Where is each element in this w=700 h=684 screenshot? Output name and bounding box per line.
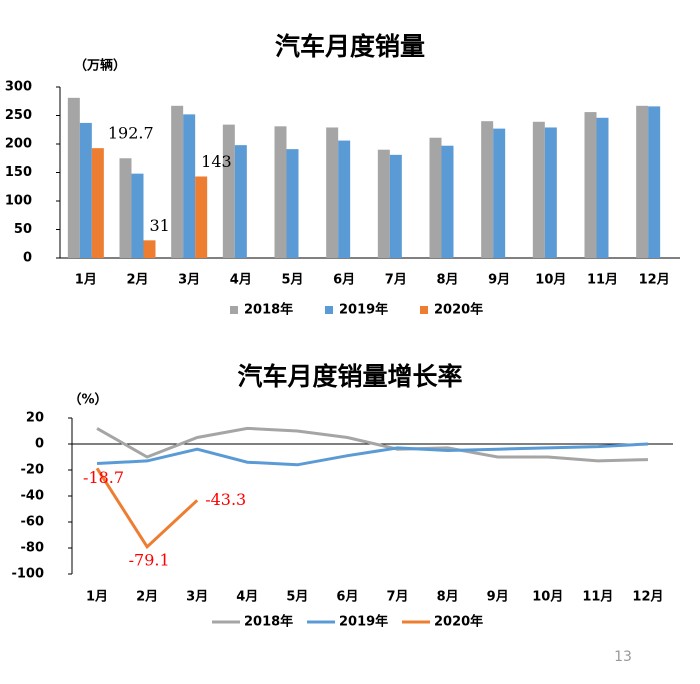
x-tick-label: 5月	[281, 273, 303, 288]
x-tick-label: 2月	[136, 590, 158, 605]
x-tick-label: 8月	[436, 273, 458, 288]
x-tick-label: 9月	[488, 273, 510, 288]
bar	[532, 121, 545, 259]
bar	[119, 158, 132, 258]
y-tick-label: 200	[5, 137, 32, 152]
bar	[441, 145, 454, 258]
y-tick-label: 0	[23, 251, 32, 266]
x-tick-label: 4月	[236, 590, 258, 605]
x-tick-label: 11月	[582, 590, 613, 605]
bar	[389, 154, 402, 258]
bar	[493, 128, 506, 258]
x-tick-label: 12月	[639, 273, 670, 288]
bar	[195, 176, 208, 258]
legend-swatch	[325, 306, 333, 314]
x-tick-label: 7月	[385, 273, 407, 288]
x-tick-label: 7月	[387, 590, 409, 605]
page-number: 13	[614, 649, 632, 665]
y-tick-label: -60	[21, 515, 45, 530]
bar	[67, 97, 80, 258]
bar	[222, 124, 235, 259]
legend-label: 2020年	[434, 302, 483, 318]
y-tick-label: -100	[11, 567, 44, 582]
bar	[143, 240, 156, 258]
bar	[596, 117, 609, 258]
y-tick-label: -80	[21, 541, 45, 556]
x-tick-label: 3月	[186, 590, 208, 605]
data-label: -18.7	[83, 468, 124, 487]
bar	[79, 122, 92, 258]
x-tick-label: 12月	[632, 590, 663, 605]
line	[96, 426, 648, 463]
data-label: 192.7	[108, 124, 154, 143]
legend-label: 2019年	[339, 614, 388, 630]
y-tick-label: 150	[5, 165, 32, 180]
bar	[326, 127, 339, 258]
data-label: -43.3	[205, 490, 246, 509]
x-tick-label: 1月	[86, 590, 108, 605]
data-label: 143	[201, 152, 232, 171]
bar	[377, 149, 390, 258]
bar	[286, 149, 299, 258]
x-tick-label: 6月	[336, 590, 358, 605]
y-tick-label: -20	[21, 463, 45, 478]
legend-label: 2018年	[244, 614, 293, 630]
x-tick-label: 5月	[286, 590, 308, 605]
y-tick-label: 50	[14, 222, 32, 237]
bar	[171, 105, 184, 258]
chart-title: 汽车月度销量	[275, 32, 425, 61]
x-tick-label: 9月	[487, 590, 509, 605]
legend-label: 2019年	[339, 302, 388, 318]
x-tick-label: 8月	[437, 590, 459, 605]
x-tick-label: 1月	[75, 273, 97, 288]
x-tick-label: 4月	[230, 273, 252, 288]
y-tick-label: 300	[5, 80, 32, 95]
x-tick-label: 11月	[587, 273, 618, 288]
bar	[429, 137, 442, 258]
bar	[338, 140, 351, 258]
bar	[183, 114, 196, 258]
legend-swatch	[230, 306, 238, 314]
line	[95, 467, 199, 550]
bar	[274, 126, 287, 258]
legend-label: 2020年	[434, 614, 483, 630]
bar	[636, 105, 649, 258]
data-label: 31	[150, 216, 170, 235]
chart-title: 汽车月度销量增长率	[237, 362, 462, 391]
bar	[584, 112, 597, 258]
bar	[234, 145, 247, 258]
y-tick-label: 250	[5, 108, 32, 123]
bar	[481, 121, 494, 258]
y-tick-label: 0	[35, 437, 44, 452]
bar	[648, 106, 661, 258]
y-tick-label: -40	[21, 489, 45, 504]
x-tick-label: 10月	[535, 273, 566, 288]
x-tick-label: 6月	[333, 273, 355, 288]
y-axis-label: （万辆）	[74, 58, 126, 74]
legend-swatch	[420, 306, 428, 314]
x-tick-label: 10月	[532, 590, 563, 605]
y-tick-label: 20	[26, 411, 44, 426]
line	[96, 442, 649, 467]
x-tick-label: 2月	[126, 273, 148, 288]
y-tick-label: 100	[5, 194, 32, 209]
y-axis-label: （%）	[68, 392, 107, 408]
legend-label: 2018年	[244, 302, 293, 318]
x-tick-label: 3月	[178, 273, 200, 288]
bar	[91, 148, 104, 258]
data-label: -79.1	[129, 550, 170, 569]
bar	[131, 173, 144, 258]
bar	[544, 127, 557, 258]
